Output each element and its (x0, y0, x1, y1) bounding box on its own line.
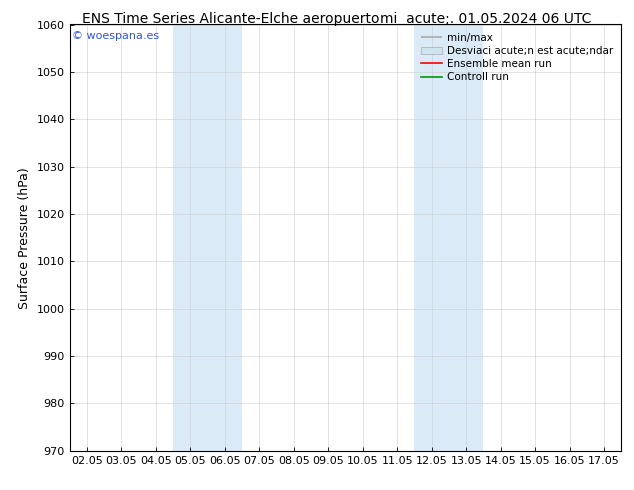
Text: mi  acute;. 01.05.2024 06 UTC: mi acute;. 01.05.2024 06 UTC (380, 12, 592, 26)
Y-axis label: Surface Pressure (hPa): Surface Pressure (hPa) (18, 167, 31, 309)
Text: © woespana.es: © woespana.es (72, 31, 160, 41)
Bar (415, 24, 483, 451)
Legend: min/max, Desviaci acute;n est acute;ndar, Ensemble mean run, Controll run: min/max, Desviaci acute;n est acute;ndar… (418, 30, 616, 85)
Text: ENS Time Series Alicante-Elche aeropuerto: ENS Time Series Alicante-Elche aeropuert… (82, 12, 380, 26)
Bar (173, 24, 242, 451)
